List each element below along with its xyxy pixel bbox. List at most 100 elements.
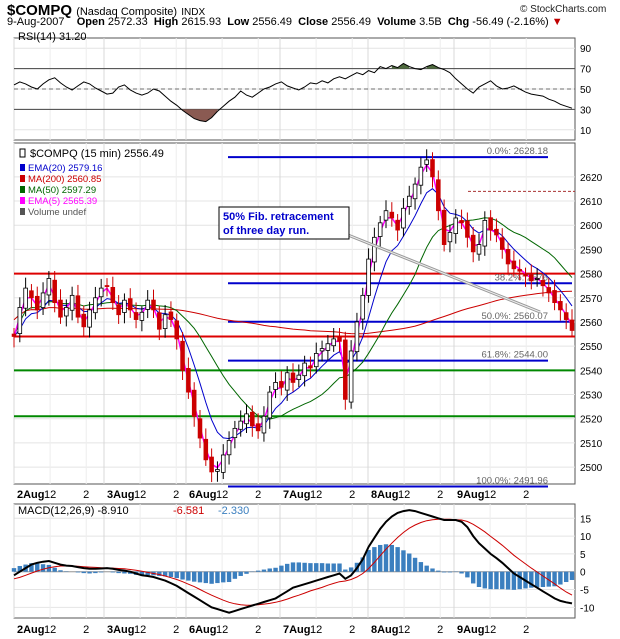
price-x-tick-label: 2: [173, 489, 179, 501]
macd-x-tick-label: 2: [83, 624, 89, 636]
price-x-tick-label: 3Aug: [107, 489, 135, 501]
candle-body: [250, 411, 255, 427]
macd-histogram-bar: [372, 547, 377, 572]
macd-histogram-bar: [203, 571, 209, 584]
macd-x-tick-label: 2Aug: [17, 624, 45, 636]
macd-histogram-bar: [145, 571, 150, 576]
macd-histogram-bar: [569, 571, 575, 580]
macd-line: [13, 509, 573, 614]
candle-body: [313, 353, 319, 368]
candle-body: [494, 228, 499, 236]
macd-histogram-bar: [337, 563, 342, 572]
macd-tick-label: -10: [580, 603, 595, 614]
macd-histogram-bar: [255, 570, 261, 572]
macd-histogram-bar: [186, 571, 191, 581]
macd-histogram-bar: [401, 550, 406, 572]
candle-body: [162, 314, 168, 329]
macd-x-tick-label: 12: [44, 624, 56, 636]
macd-histogram-bar: [470, 571, 476, 584]
macd-histogram-bar: [465, 571, 470, 578]
macd-x-tick-label: 2: [173, 624, 179, 636]
macd-tick-label: 0: [580, 568, 586, 579]
candle-body: [46, 278, 52, 296]
fib-level-label: 50.0%: 2560.07: [481, 311, 548, 322]
candle-body: [482, 219, 488, 247]
macd-x-tick-label: 12: [398, 624, 410, 636]
candle-body: [279, 381, 284, 388]
macd-histogram-bar: [81, 571, 86, 574]
annotation-text: 50% Fib. retracement: [223, 211, 334, 223]
macd-x-tick-label: 6Aug: [189, 624, 217, 636]
candle-body: [87, 309, 92, 328]
macd-histogram-bar: [52, 567, 57, 572]
candle-body: [273, 382, 278, 390]
volume-value: 3.5B: [419, 16, 442, 28]
candle-body: [197, 418, 203, 439]
legend-swatch: [20, 197, 25, 204]
macd-legend-entry: -6.581: [173, 505, 204, 517]
candle-body: [75, 295, 81, 318]
fib-level-label: 100.0%: 2491.96: [476, 476, 548, 487]
candle-body: [296, 374, 302, 380]
candle-body: [133, 312, 139, 320]
candle-body: [232, 427, 238, 439]
macd-histogram-bar: [296, 562, 302, 572]
macd-histogram-bar: [418, 562, 424, 572]
price-tick-label: 2570: [580, 294, 603, 305]
candle-body: [523, 273, 528, 277]
candle-body: [215, 469, 220, 472]
macd-histogram-bar: [412, 557, 418, 572]
legend-entry: EMA(20) 2579.16: [28, 163, 102, 174]
macd-histogram-bar: [180, 571, 185, 580]
macd-histogram-bar: [343, 569, 348, 572]
price-x-tick-label: 12: [310, 489, 322, 501]
price-tick-label: 2600: [580, 221, 603, 232]
macd-histogram-bar: [529, 571, 534, 588]
macd-histogram-bar: [11, 568, 17, 572]
macd-x-tick-label: 2: [349, 624, 355, 636]
price-tick-label: 2550: [580, 342, 603, 353]
candle-body: [180, 340, 185, 371]
legend-swatch: [20, 164, 25, 171]
price-x-tick-label: 8Aug: [371, 489, 399, 501]
macd-histogram-bar: [447, 571, 453, 573]
macd-histogram-bar: [58, 570, 63, 572]
macd-histogram-bar: [168, 571, 174, 578]
macd-legend-entry: -2.330: [218, 505, 249, 517]
macd-histogram-bar: [540, 571, 546, 588]
candle-body: [389, 211, 395, 219]
candle-body: [284, 372, 290, 391]
candle-body: [104, 285, 110, 287]
macd-histogram-bar: [226, 571, 232, 583]
candle-body: [453, 217, 459, 234]
candle-body: [552, 290, 557, 304]
macd-x-tick-label: 2: [437, 624, 443, 636]
candle-body: [505, 249, 511, 265]
macd-histogram-bar: [308, 563, 313, 572]
candle-body: [81, 313, 87, 328]
down-arrow-icon: ▼: [551, 16, 563, 28]
legend-swatch: [20, 186, 25, 193]
price-x-tick-label: 2: [523, 489, 529, 501]
price-tick-label: 2610: [580, 197, 603, 208]
price-tick-label: 2510: [580, 439, 603, 450]
candle-body: [98, 287, 104, 298]
candle-body: [511, 260, 517, 270]
macd-x-tick-label: 12: [216, 624, 228, 636]
macd-histogram-bar: [482, 571, 488, 589]
rsi-tick-label: 90: [580, 44, 592, 55]
candle-body: [52, 279, 57, 304]
legend-entry: Volume undef: [28, 207, 86, 218]
candle-body: [58, 299, 63, 318]
macd-histogram-bar: [534, 571, 540, 588]
macd-histogram-bar: [331, 563, 336, 572]
quote-date: 9-Aug-2007: [7, 16, 65, 28]
candle-body: [372, 236, 377, 263]
candle-body: [395, 219, 400, 231]
candle-body: [186, 367, 191, 393]
price-tick-label: 2500: [580, 463, 603, 474]
high-value: 2615.93: [181, 16, 222, 28]
brand-logo: © StockCharts.com: [520, 4, 607, 15]
macd-legend-entry: MACD(12,26,9) -8.910: [18, 505, 129, 517]
candle-body: [459, 220, 464, 224]
